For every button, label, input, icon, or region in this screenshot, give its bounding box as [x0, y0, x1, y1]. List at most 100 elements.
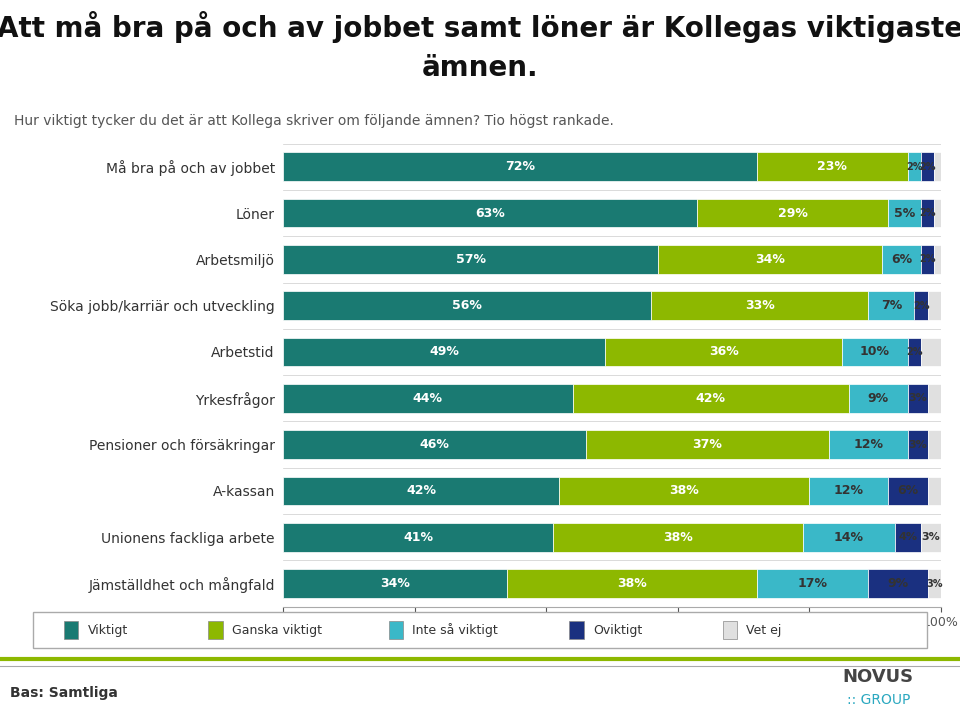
Bar — [652, 292, 869, 320]
Text: 7%: 7% — [881, 299, 902, 312]
Text: 2%: 2% — [906, 347, 923, 357]
Text: 9%: 9% — [887, 577, 908, 590]
Bar — [921, 199, 934, 228]
Bar — [934, 152, 941, 181]
Text: 3%: 3% — [908, 393, 927, 404]
Bar — [842, 337, 908, 366]
Bar — [921, 523, 941, 551]
Text: 56%: 56% — [452, 299, 482, 312]
Bar — [283, 384, 572, 413]
Bar — [908, 337, 921, 366]
Bar — [283, 430, 586, 459]
Bar — [888, 477, 927, 505]
Bar — [586, 430, 829, 459]
Text: 33%: 33% — [745, 299, 775, 312]
Text: 2%: 2% — [920, 208, 936, 218]
Text: 44%: 44% — [413, 392, 443, 405]
Text: 3%: 3% — [926, 579, 943, 589]
Text: 2%: 2% — [906, 162, 923, 172]
Bar — [895, 523, 921, 551]
Bar — [809, 477, 888, 505]
Bar — [723, 621, 737, 639]
Text: Hur viktigt tycker du det är att Kollega skriver om följande ämnen? Tio högst ra: Hur viktigt tycker du det är att Kollega… — [14, 114, 614, 129]
Bar — [908, 384, 927, 413]
Bar — [921, 337, 941, 366]
Bar — [560, 477, 809, 505]
Text: 10%: 10% — [860, 345, 890, 358]
Text: 38%: 38% — [663, 531, 692, 544]
Text: Att må bra på och av jobbet samt löner är Kollegas viktigaste: Att må bra på och av jobbet samt löner ä… — [0, 11, 960, 43]
Bar — [908, 152, 921, 181]
Text: 72%: 72% — [505, 160, 535, 173]
Text: Vet ej: Vet ej — [746, 623, 781, 637]
Text: 57%: 57% — [456, 253, 486, 266]
Text: 63%: 63% — [475, 207, 505, 220]
Text: 37%: 37% — [692, 438, 722, 451]
Bar — [934, 199, 941, 228]
Text: Viktigt: Viktigt — [87, 623, 128, 637]
Bar — [829, 430, 908, 459]
Text: 42%: 42% — [696, 392, 726, 405]
Bar — [881, 245, 921, 274]
Bar — [803, 523, 895, 551]
Bar — [927, 384, 941, 413]
Bar — [927, 430, 941, 459]
Bar — [698, 199, 888, 228]
Bar — [553, 523, 803, 551]
Text: Ganska viktigt: Ganska viktigt — [231, 623, 322, 637]
Text: 12%: 12% — [853, 438, 883, 451]
Text: 6%: 6% — [898, 485, 919, 498]
Text: Oviktigt: Oviktigt — [592, 623, 642, 637]
Text: 2%: 2% — [913, 301, 929, 311]
Bar — [283, 152, 756, 181]
Bar — [283, 337, 606, 366]
Bar — [283, 292, 652, 320]
Text: 23%: 23% — [817, 160, 848, 173]
Text: 46%: 46% — [420, 438, 449, 451]
Bar — [507, 569, 756, 598]
Text: 38%: 38% — [669, 485, 699, 498]
Text: 17%: 17% — [798, 577, 828, 590]
Text: 38%: 38% — [617, 577, 647, 590]
Text: 14%: 14% — [833, 531, 864, 544]
Text: 34%: 34% — [380, 577, 410, 590]
Text: 36%: 36% — [708, 345, 738, 358]
Text: 6%: 6% — [891, 253, 912, 266]
Bar — [869, 292, 915, 320]
Bar — [756, 569, 869, 598]
Bar — [283, 569, 507, 598]
Bar — [927, 569, 941, 598]
Text: 29%: 29% — [778, 207, 807, 220]
Bar — [927, 292, 941, 320]
Bar — [921, 245, 934, 274]
Text: ämnen.: ämnen. — [421, 55, 539, 82]
Text: 3%: 3% — [922, 532, 940, 542]
FancyBboxPatch shape — [34, 612, 926, 648]
Bar — [849, 384, 908, 413]
Bar — [927, 477, 941, 505]
Text: 34%: 34% — [755, 253, 784, 266]
Bar — [869, 569, 927, 598]
Text: 3%: 3% — [908, 439, 927, 449]
Text: 2%: 2% — [920, 254, 936, 264]
Bar — [208, 621, 223, 639]
Bar — [606, 337, 842, 366]
Text: Inte så viktigt: Inte så viktigt — [413, 623, 498, 637]
Bar — [389, 621, 403, 639]
Text: 2%: 2% — [920, 162, 936, 172]
Bar — [283, 245, 658, 274]
Text: 49%: 49% — [429, 345, 459, 358]
Text: Bas: Samtliga: Bas: Samtliga — [10, 686, 117, 700]
Text: 4%: 4% — [899, 532, 918, 542]
Bar — [915, 292, 927, 320]
Text: 9%: 9% — [868, 392, 889, 405]
Bar — [283, 523, 553, 551]
Bar — [908, 430, 927, 459]
Text: :: GROUP: :: GROUP — [847, 692, 910, 707]
Bar — [64, 621, 79, 639]
Bar — [921, 152, 934, 181]
Bar — [283, 477, 560, 505]
Text: 5%: 5% — [894, 207, 915, 220]
Text: 42%: 42% — [406, 485, 436, 498]
Bar — [934, 245, 941, 274]
